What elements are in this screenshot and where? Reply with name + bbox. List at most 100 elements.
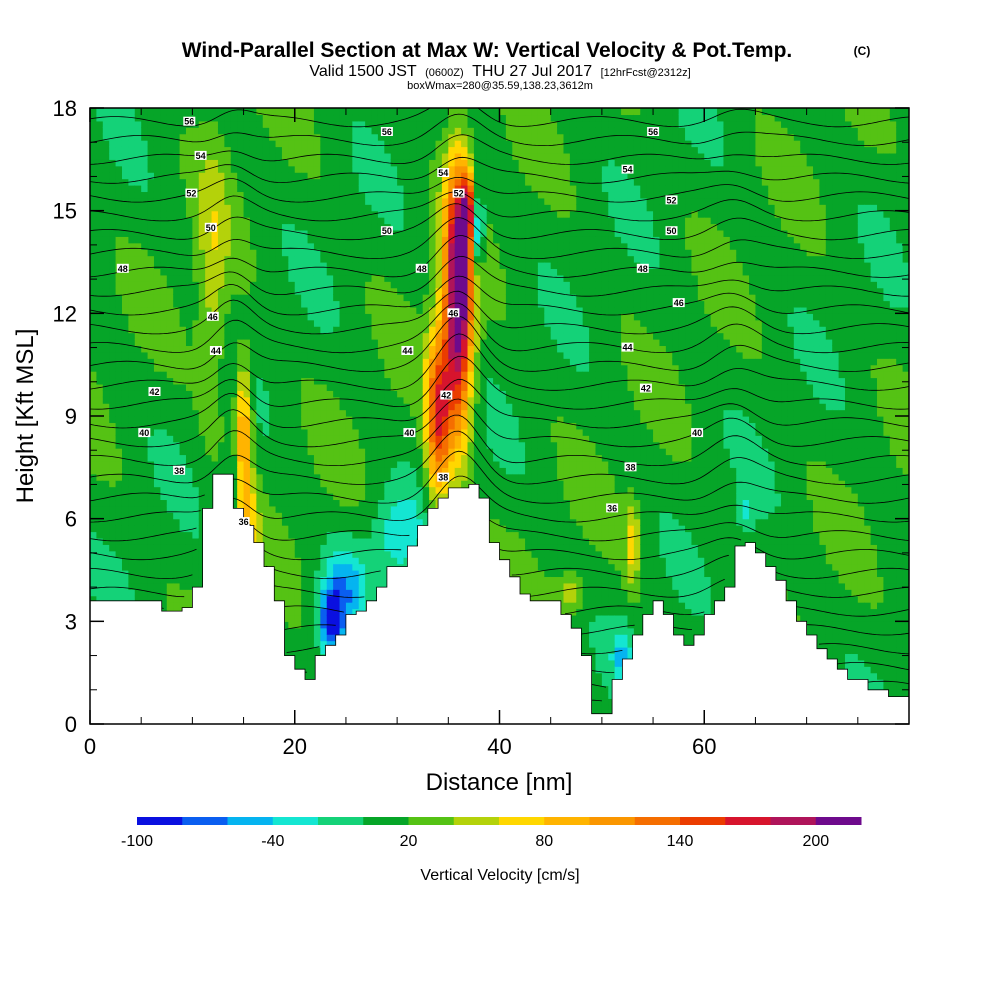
w-cell — [153, 185, 161, 193]
w-cell — [109, 448, 117, 456]
w-cell — [96, 210, 104, 218]
w-cell — [345, 274, 353, 282]
w-cell — [301, 499, 309, 507]
w-cell — [288, 159, 296, 167]
w-cell — [307, 672, 315, 680]
w-cell — [281, 634, 289, 642]
w-cell — [409, 486, 417, 494]
w-cell — [224, 332, 232, 340]
w-cell — [269, 390, 277, 398]
w-cell — [128, 300, 136, 308]
w-cell — [371, 133, 379, 141]
w-cell — [192, 133, 200, 141]
w-cell — [141, 537, 149, 545]
w-cell — [243, 364, 251, 372]
w-cell — [333, 229, 341, 237]
w-cell — [377, 185, 385, 193]
w-cell — [179, 197, 187, 205]
w-cell — [288, 133, 296, 141]
w-cell — [384, 339, 392, 347]
w-cell — [166, 486, 174, 494]
w-cell — [237, 242, 245, 250]
w-cell — [205, 383, 213, 391]
w-cell — [230, 210, 238, 218]
w-cell — [173, 332, 181, 340]
w-cell — [96, 570, 104, 578]
w-cell — [326, 345, 334, 353]
w-cell — [397, 512, 405, 520]
w-cell — [326, 537, 334, 545]
w-cell — [243, 236, 251, 244]
w-cell — [403, 435, 411, 443]
w-cell — [403, 326, 411, 334]
w-cell — [128, 531, 136, 539]
w-cell — [90, 454, 97, 462]
w-cell — [121, 236, 129, 244]
w-cell — [198, 454, 206, 462]
w-cell — [275, 531, 283, 539]
w-cell — [365, 274, 373, 282]
w-cell — [390, 409, 398, 417]
w-cell — [134, 165, 142, 173]
w-cell — [358, 473, 366, 481]
w-cell — [365, 383, 373, 391]
w-cell — [301, 525, 309, 533]
w-cell — [109, 114, 117, 122]
w-cell — [275, 435, 283, 443]
w-cell — [256, 499, 264, 507]
w-cell — [109, 191, 117, 199]
w-cell — [371, 178, 379, 186]
w-cell — [134, 339, 142, 347]
w-cell — [326, 627, 334, 635]
w-cell — [288, 602, 296, 610]
w-cell — [345, 242, 353, 250]
w-cell — [166, 512, 174, 520]
w-cell — [313, 300, 321, 308]
w-cell — [243, 351, 251, 359]
w-cell — [153, 441, 161, 449]
w-cell — [115, 383, 123, 391]
w-cell — [198, 114, 206, 122]
w-cell — [128, 140, 136, 148]
w-cell — [115, 531, 123, 539]
w-cell — [365, 146, 373, 154]
w-cell — [153, 281, 161, 289]
w-cell — [358, 563, 366, 571]
w-cell — [198, 210, 206, 218]
w-cell — [179, 236, 187, 244]
w-cell — [313, 493, 321, 501]
w-cell — [365, 326, 373, 334]
w-cell — [217, 159, 225, 167]
w-cell — [160, 422, 168, 430]
w-cell — [301, 454, 309, 462]
w-cell — [90, 133, 97, 141]
w-cell — [121, 358, 129, 366]
w-cell — [416, 165, 424, 173]
w-cell — [256, 435, 264, 443]
w-cell — [185, 428, 193, 436]
w-cell — [403, 422, 411, 430]
w-cell — [307, 396, 315, 404]
w-cell — [160, 326, 168, 334]
w-cell — [390, 210, 398, 218]
w-cell — [294, 505, 302, 513]
w-cell — [121, 249, 129, 257]
w-cell — [115, 217, 123, 225]
w-cell — [121, 512, 129, 520]
w-cell — [102, 512, 110, 520]
w-cell — [134, 403, 142, 411]
w-cell — [352, 108, 360, 116]
w-cell — [96, 557, 104, 565]
w-cell — [243, 326, 251, 334]
w-cell — [179, 204, 187, 212]
w-cell — [230, 300, 238, 308]
w-cell — [262, 114, 270, 122]
w-cell — [173, 602, 181, 610]
w-cell — [307, 627, 315, 635]
w-cell — [339, 146, 347, 154]
w-cell — [288, 358, 296, 366]
w-cell — [313, 274, 321, 282]
w-cell — [217, 467, 225, 475]
w-cell — [371, 249, 379, 257]
w-cell — [217, 332, 225, 340]
